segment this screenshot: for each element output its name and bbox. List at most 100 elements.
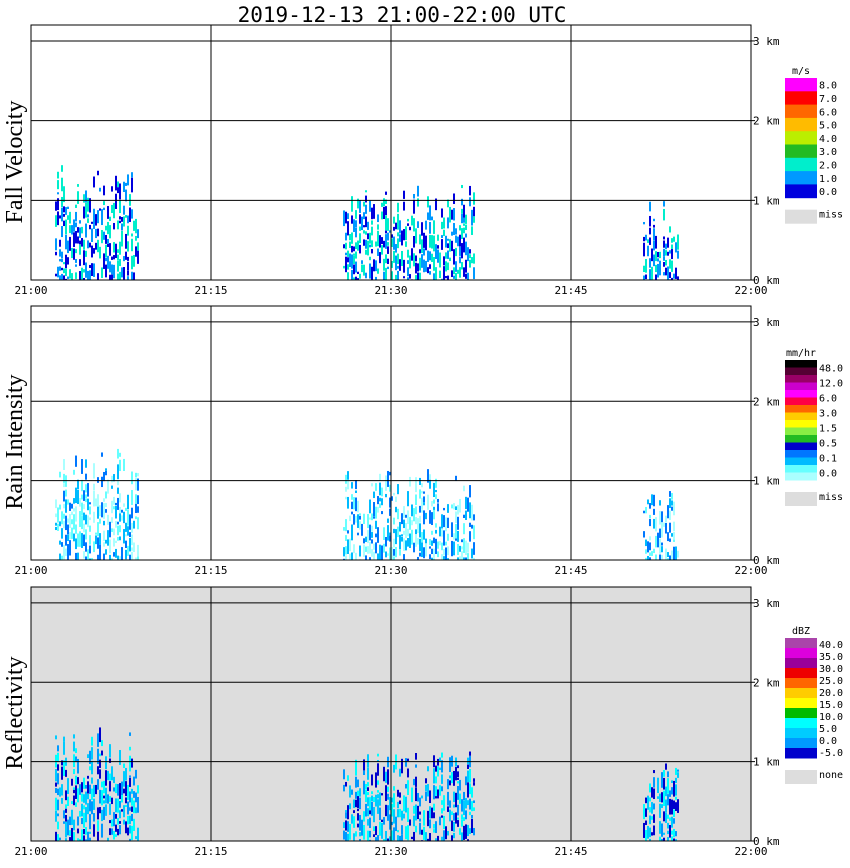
echo-cell xyxy=(467,247,469,262)
colorbar-swatch xyxy=(785,688,817,699)
echo-cell xyxy=(413,253,415,267)
echo-cell xyxy=(347,479,349,490)
colorbar-label: 30.0 xyxy=(819,664,843,675)
echo-cell xyxy=(103,185,105,196)
echo-cell xyxy=(65,804,67,809)
echo-cell xyxy=(397,232,399,237)
echo-cell xyxy=(131,209,133,219)
echo-cell xyxy=(121,515,123,521)
echo-cell xyxy=(125,534,127,537)
echo-cell xyxy=(359,244,361,254)
echo-cell xyxy=(413,778,415,786)
echo-cell xyxy=(377,553,379,560)
echo-cell xyxy=(401,513,403,525)
echo-cell xyxy=(369,524,371,541)
echo-cell xyxy=(57,745,59,752)
echo-cell xyxy=(417,272,419,280)
echo-cell xyxy=(123,805,125,818)
echo-cell xyxy=(389,230,391,233)
echo-cell xyxy=(373,543,375,550)
echo-cell xyxy=(57,799,59,811)
echo-cell xyxy=(95,228,97,239)
echo-cell xyxy=(81,267,83,280)
echo-cell xyxy=(375,837,377,841)
echo-cell xyxy=(99,533,101,545)
echo-cell xyxy=(111,485,113,489)
echo-cell xyxy=(451,811,453,816)
echo-cell xyxy=(349,803,351,810)
echo-cell xyxy=(75,272,77,279)
echo-cell xyxy=(661,546,663,553)
echo-cell xyxy=(435,776,437,784)
echo-cell xyxy=(65,821,67,838)
echo-cell xyxy=(395,496,397,502)
echo-cell xyxy=(55,251,57,256)
echo-cell xyxy=(345,555,347,560)
echo-cell xyxy=(109,744,111,758)
echo-cell xyxy=(61,196,63,208)
echo-cell xyxy=(75,487,77,504)
echo-cell xyxy=(461,184,463,189)
echo-cell xyxy=(397,238,399,249)
echo-cell xyxy=(437,503,439,512)
colorbar-swatch xyxy=(785,91,817,106)
echo-cell xyxy=(455,235,457,243)
echo-cell xyxy=(653,518,655,529)
colorbar-label: 4.0 xyxy=(819,134,837,145)
echo-cell xyxy=(433,482,435,498)
echo-cell xyxy=(347,272,349,280)
echo-cell xyxy=(357,514,359,528)
echo-cell xyxy=(367,530,369,544)
echo-cell xyxy=(371,226,373,236)
echo-cell xyxy=(349,515,351,522)
echo-cell xyxy=(461,243,463,259)
echo-cell xyxy=(109,554,111,560)
echo-cell xyxy=(385,267,387,280)
echo-cell xyxy=(107,238,109,244)
echo-cell xyxy=(57,821,59,830)
echo-cell xyxy=(359,797,361,810)
echo-cell xyxy=(463,217,465,223)
echo-cell xyxy=(369,256,371,261)
echo-cell xyxy=(465,273,467,279)
echo-cell xyxy=(415,776,417,787)
echo-cell xyxy=(465,510,467,520)
echo-cell xyxy=(413,805,415,814)
echo-cell xyxy=(429,833,431,841)
echo-cell xyxy=(423,259,425,273)
echo-cell xyxy=(463,514,465,518)
echo-cell xyxy=(407,510,409,524)
echo-cell xyxy=(383,206,385,220)
echo-cell xyxy=(415,228,417,244)
echo-cell xyxy=(667,814,669,819)
echo-cell xyxy=(449,206,451,223)
echo-cell xyxy=(435,198,437,211)
echo-cell xyxy=(387,525,389,541)
echo-cell xyxy=(427,494,429,510)
echo-cell xyxy=(137,556,139,560)
colorbar-label: 6.0 xyxy=(819,107,837,118)
echo-cell xyxy=(353,277,355,280)
echo-cell xyxy=(443,830,445,841)
echo-cell xyxy=(433,235,435,252)
echo-cell xyxy=(471,257,473,264)
echo-cell xyxy=(125,804,127,808)
echo-cell xyxy=(417,556,419,560)
echo-cell xyxy=(673,273,675,279)
echo-cell xyxy=(73,787,75,790)
echo-cell xyxy=(663,770,665,777)
echo-cell xyxy=(113,528,115,536)
echo-cell xyxy=(387,769,389,785)
echo-cell xyxy=(453,208,455,221)
echo-cell xyxy=(369,499,371,514)
echo-cell xyxy=(379,792,381,806)
echo-cell xyxy=(661,804,663,808)
echo-cell xyxy=(85,807,87,823)
echo-cell xyxy=(391,797,393,803)
echo-cell xyxy=(81,803,83,817)
echo-cell xyxy=(343,547,345,557)
echo-cell xyxy=(57,834,59,841)
echo-cell xyxy=(645,539,647,547)
echo-cell xyxy=(77,533,79,547)
echo-cell xyxy=(97,554,99,560)
